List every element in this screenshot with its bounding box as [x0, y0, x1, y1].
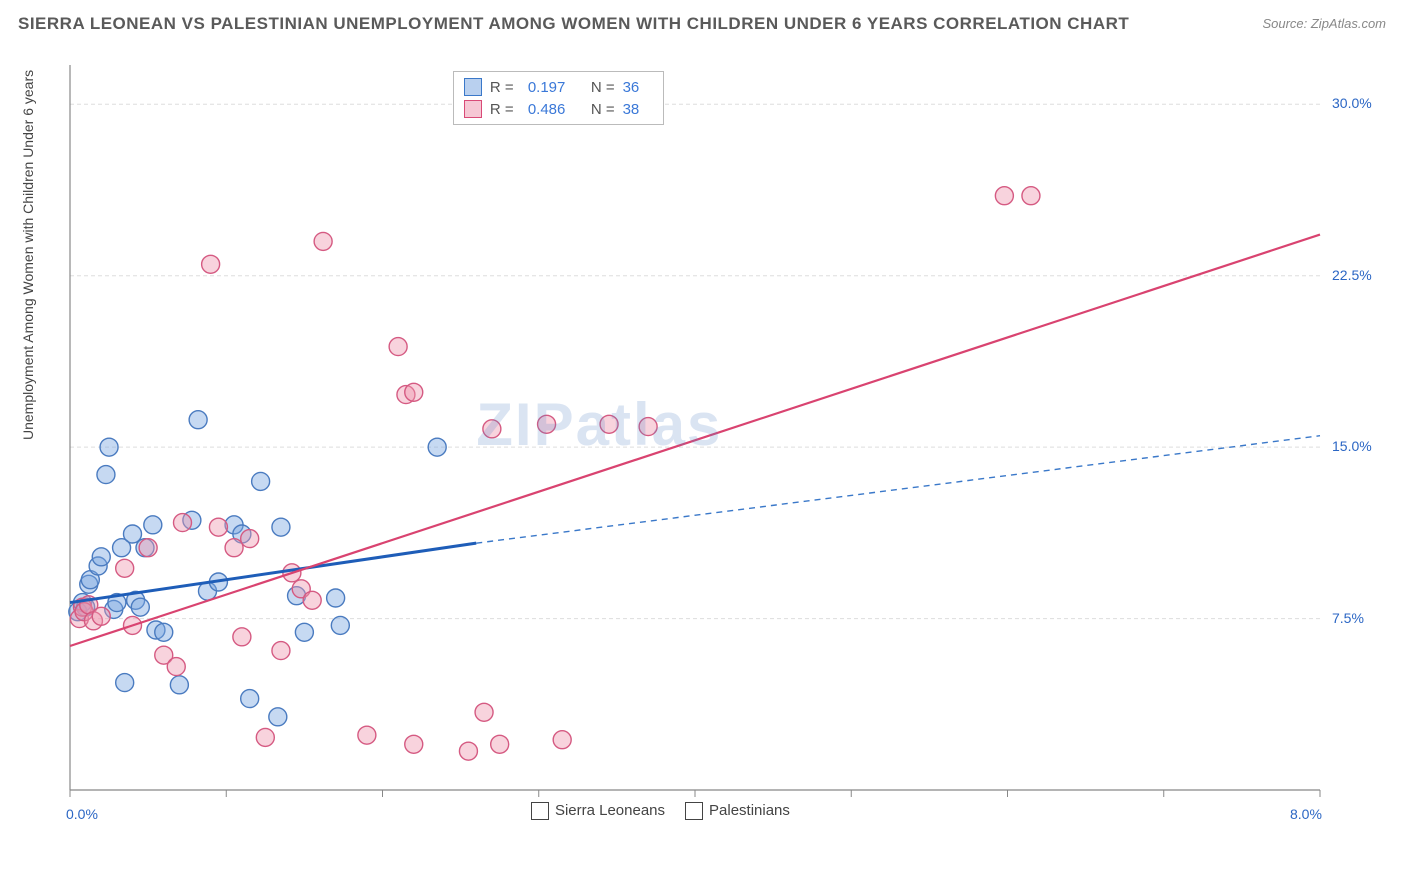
y-axis-tick-label: 15.0%	[1332, 438, 1372, 454]
legend-item: Sierra Leoneans	[531, 802, 665, 820]
legend-label: Palestinians	[709, 802, 790, 819]
legend-r-value: 0.486	[528, 101, 583, 118]
legend-n-label: N =	[591, 101, 615, 118]
y-axis-tick-label: 7.5%	[1332, 610, 1364, 626]
legend-swatch	[531, 802, 549, 820]
legend-n-value: 36	[623, 79, 653, 96]
legend-n-value: 38	[623, 101, 653, 118]
legend-item: Palestinians	[685, 802, 790, 820]
legend-row: R = 0.197 N = 36	[464, 76, 653, 98]
y-axis-tick-label: 22.5%	[1332, 267, 1372, 283]
legend-swatch	[464, 78, 482, 96]
legend-r-label: R =	[490, 101, 520, 118]
legend-swatch	[464, 100, 482, 118]
y-axis-tick-label: 30.0%	[1332, 95, 1372, 111]
source-attribution: Source: ZipAtlas.com	[1262, 16, 1386, 31]
legend-swatch	[685, 802, 703, 820]
page-title: SIERRA LEONEAN VS PALESTINIAN UNEMPLOYME…	[18, 14, 1129, 34]
chart-area: ZIPatlas R = 0.197 N = 36 R = 0.486 N = 38 Sier…	[60, 60, 1390, 830]
series-legend: Sierra Leoneans Palestinians	[531, 802, 790, 820]
scatter-chart	[60, 60, 1390, 830]
legend-n-label: N =	[591, 79, 615, 96]
x-axis-max-label: 8.0%	[1290, 806, 1322, 822]
x-axis-min-label: 0.0%	[66, 806, 98, 822]
correlation-legend: R = 0.197 N = 36 R = 0.486 N = 38	[453, 71, 664, 125]
legend-row: R = 0.486 N = 38	[464, 98, 653, 120]
y-axis-label: Unemployment Among Women with Children U…	[20, 70, 36, 440]
watermark: ZIPatlas	[476, 390, 722, 459]
legend-r-label: R =	[490, 79, 520, 96]
legend-r-value: 0.197	[528, 79, 583, 96]
legend-label: Sierra Leoneans	[555, 802, 665, 819]
